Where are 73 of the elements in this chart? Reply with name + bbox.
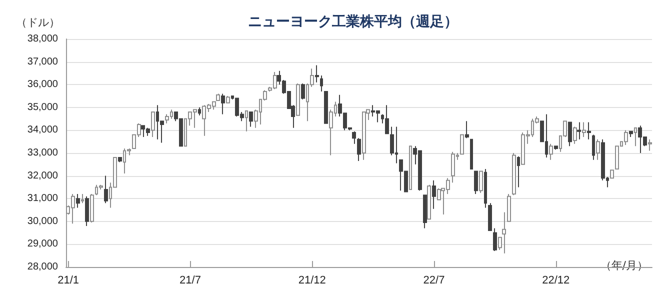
y-tick-label: 33,000: [27, 148, 58, 158]
candlestick: [470, 138, 473, 170]
candlestick: [465, 120, 469, 139]
candlestick: [474, 170, 478, 195]
x-tick-label: 21/1: [58, 274, 80, 286]
candlestick: [592, 134, 595, 160]
candlestick: [301, 82, 305, 100]
y-tick-label: 36,000: [27, 79, 58, 90]
candlestick: [582, 122, 586, 138]
candlestick: [221, 93, 225, 115]
candlestick: [249, 111, 253, 128]
candlestick: [554, 146, 558, 150]
y-tick-label: 35,000: [27, 102, 58, 113]
candlestick: [357, 138, 361, 162]
candlestick: [320, 74, 323, 92]
candlestick: [245, 110, 248, 132]
candlestick: [493, 228, 497, 252]
x-tick-label: 22/7: [423, 274, 445, 286]
candlestick: [423, 194, 427, 229]
candlestick: [427, 184, 431, 220]
y-tick-label: 28,000: [27, 262, 58, 272]
candlestick: [512, 152, 516, 196]
candlestick: [151, 111, 155, 138]
candlestick: [517, 156, 520, 188]
candlestick: [104, 175, 108, 204]
y-tick-label: 31,000: [27, 193, 58, 204]
x-tick-label: 21/7: [180, 274, 201, 286]
candlestick: [629, 130, 633, 138]
candlestick: [226, 96, 230, 104]
candlestick: [488, 202, 492, 232]
candlestick: [573, 126, 577, 144]
candlestick: [315, 64, 319, 83]
y-axis-title: （ドル）: [16, 16, 60, 29]
candlestick: [76, 194, 80, 208]
candlestick: [479, 170, 483, 194]
candlestick: [460, 134, 464, 155]
candlestick: [432, 180, 436, 210]
candlestick: [507, 194, 511, 222]
y-tick-label: 37,000: [27, 56, 58, 68]
candlestick: [451, 151, 455, 184]
candlestick: [596, 138, 600, 160]
chart-title: ニューヨーク工業株平均（週足）: [248, 14, 458, 30]
y-tick-label: 34,000: [27, 124, 58, 136]
candlestick: [568, 122, 572, 147]
candlestick: [165, 114, 169, 124]
x-tick-label: 22/12: [542, 274, 570, 286]
candlestick: [216, 93, 220, 102]
candlestick: [634, 127, 637, 147]
candlestick: [648, 138, 652, 152]
candlestick: [549, 143, 553, 160]
candlestick: [90, 194, 94, 224]
candlestick: [85, 196, 89, 226]
candlestick: [502, 212, 506, 254]
candlestick: [198, 106, 201, 116]
y-tick-label: 32,000: [27, 170, 58, 182]
candlestick: [610, 170, 614, 179]
candlestick: [577, 122, 581, 140]
candlestick: [484, 168, 487, 208]
candlestick: [324, 90, 328, 124]
candlestick: [624, 130, 628, 146]
candlestick: [409, 146, 412, 190]
candlestick: [498, 236, 502, 250]
x-tick-label: 21/12: [298, 274, 326, 286]
y-tick-label: 38,000: [27, 34, 58, 44]
y-tick-label: 29,000: [27, 238, 58, 250]
candlestick: [118, 157, 122, 163]
candlestick: [81, 194, 84, 204]
candlestick: [352, 130, 356, 144]
candlestick: [587, 122, 591, 140]
candlestick: [296, 82, 300, 116]
candlestick: [362, 111, 366, 160]
candlestick: [385, 104, 389, 134]
y-tick-label: 30,000: [27, 216, 58, 227]
